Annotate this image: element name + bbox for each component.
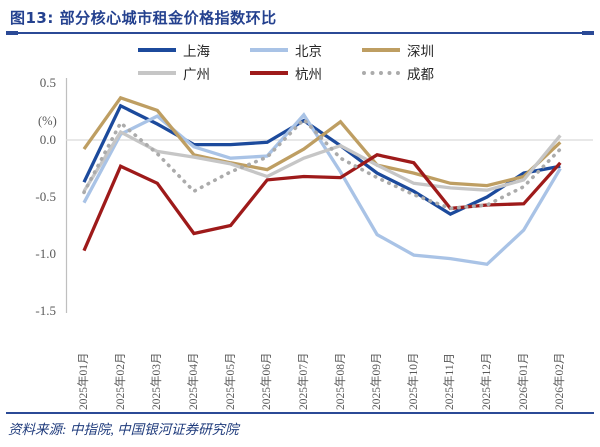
x-tick-label: 2025年08月: [334, 352, 347, 411]
x-tick-label: 2026年01月: [517, 352, 530, 411]
legend-label: 北京: [295, 43, 322, 59]
legend-item-chengdu: 成都: [362, 63, 474, 83]
legend-row-1: 上海 北京 深圳: [138, 38, 578, 61]
legend-label: 深圳: [407, 43, 434, 59]
shenzhen-line-swatch: [362, 47, 400, 52]
legend-label: 杭州: [295, 66, 322, 82]
series-line-上海: [82, 103, 561, 216]
chart-legend: 上海 北京 深圳 广州 杭州 成都: [138, 38, 578, 84]
x-tick-label: 2025年12月: [481, 352, 493, 411]
x-tick-label: 2025年01月: [78, 352, 90, 411]
guangzhou-line-swatch: [138, 70, 176, 75]
rule-endcap-right: [582, 31, 594, 35]
x-tick-label: 2025年06月: [261, 352, 274, 411]
legend-item-guangzhou: 广州: [138, 63, 250, 83]
line-chart-plot-area: [65, 78, 593, 313]
legend-item-beijing: 北京: [250, 40, 362, 60]
y-axis-unit-label: (%): [38, 114, 57, 128]
legend-label: 成都: [407, 66, 434, 82]
y-tick-label: -1.5: [35, 303, 56, 318]
title-divider-rule: [6, 32, 594, 34]
source-note: 资料来源: 中指院, 中国银河证券研究院: [8, 422, 239, 437]
legend-label: 上海: [183, 43, 210, 59]
legend-item-shenzhen: 深圳: [362, 40, 474, 60]
series-line-北京: [82, 112, 562, 267]
footer-divider-rule: [6, 412, 594, 414]
legend-item-shanghai: 上海: [138, 40, 250, 60]
series-line-深圳: [82, 95, 562, 188]
shanghai-line-swatch: [138, 47, 176, 52]
y-tick-label: 0.0: [39, 132, 56, 147]
legend-row-2: 广州 杭州 成都: [138, 61, 578, 84]
x-tick-label: 2025年03月: [151, 352, 164, 411]
x-tick-label: 2025年02月: [114, 352, 127, 411]
x-tick-label: 2026年02月: [554, 352, 567, 411]
chengdu-dotted-swatch: [362, 70, 400, 75]
y-tick-label: -0.5: [35, 189, 56, 204]
y-tick-label: 0.5: [39, 75, 56, 90]
x-tick-label: 2025年05月: [224, 352, 237, 411]
y-tick-label: -1.0: [35, 246, 56, 261]
x-tick-label: 2025年11月: [444, 352, 457, 410]
legend-item-hangzhou: 杭州: [250, 63, 362, 83]
series-line-成都: [82, 116, 563, 211]
series-line-广州: [82, 129, 562, 193]
figure-title: 图13: 部分核心城市租金价格指数环比: [10, 9, 277, 27]
beijing-line-swatch: [250, 47, 288, 52]
x-tick-label: 2025年10月: [407, 352, 420, 411]
legend-label: 广州: [183, 66, 210, 82]
x-tick-label: 2025年07月: [297, 352, 310, 411]
rule-endcap-left: [6, 31, 18, 35]
hangzhou-line-swatch: [250, 70, 288, 75]
x-tick-label: 2025年09月: [371, 352, 384, 411]
x-tick-label: 2025年04月: [187, 352, 200, 411]
